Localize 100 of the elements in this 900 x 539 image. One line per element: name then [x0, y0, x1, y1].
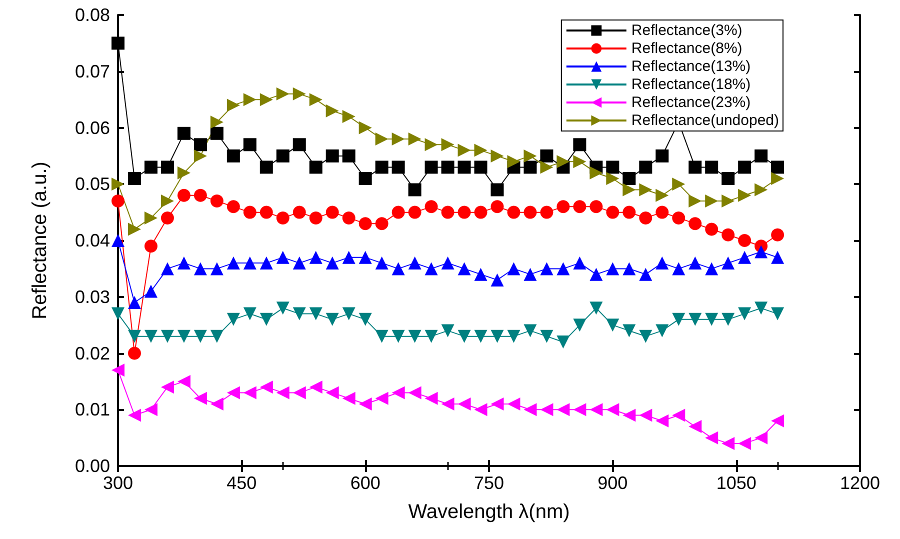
point [705, 431, 718, 444]
point [260, 380, 273, 394]
point [342, 149, 356, 162]
point [392, 206, 405, 219]
point [540, 330, 554, 343]
point [738, 160, 752, 174]
point [771, 307, 784, 320]
point [672, 211, 686, 224]
point [458, 144, 471, 157]
point [540, 149, 554, 162]
point [243, 256, 256, 270]
point [524, 403, 537, 416]
point [144, 330, 158, 343]
point [326, 206, 339, 219]
y-axis-title: Reflectance (a.u.) [29, 162, 51, 320]
point [738, 307, 752, 320]
point [656, 414, 669, 428]
point [408, 256, 422, 270]
point [490, 397, 504, 410]
point [276, 87, 290, 100]
point [112, 364, 124, 377]
point [194, 392, 207, 405]
y-tick-label: 0.03 [74, 286, 110, 307]
point [639, 330, 652, 343]
point [771, 228, 784, 242]
point [128, 296, 141, 310]
point [326, 256, 339, 270]
point [160, 380, 174, 394]
legend-label: Reflectance(8%) [631, 40, 742, 57]
x-axis-title: Wavelength λ(nm) [408, 501, 570, 523]
point [458, 206, 471, 219]
point [754, 302, 768, 315]
point [474, 330, 488, 343]
point [688, 217, 702, 230]
point [392, 132, 405, 146]
point [672, 178, 686, 191]
point [309, 250, 322, 264]
point [754, 245, 768, 258]
y-tick-label: 0.05 [74, 174, 110, 194]
point [606, 403, 620, 416]
legend-label: Reflectance(13%) [631, 58, 751, 75]
point [358, 397, 372, 410]
point [112, 194, 124, 208]
point [392, 262, 405, 276]
point [507, 262, 520, 276]
point [507, 397, 520, 410]
point [688, 312, 702, 326]
point [458, 330, 471, 343]
point [177, 374, 190, 388]
point [375, 392, 388, 405]
point [260, 256, 273, 270]
point [688, 160, 702, 174]
point [292, 206, 306, 219]
point [738, 234, 752, 247]
point [705, 312, 718, 326]
point [408, 330, 422, 343]
point [556, 403, 570, 416]
point [524, 324, 537, 338]
legend-label: Reflectance(23%) [631, 94, 751, 111]
point [490, 183, 504, 196]
y-tick-label: 0.01 [74, 400, 110, 420]
y-tick-label: 0.00 [74, 456, 110, 476]
point [160, 211, 174, 224]
point [358, 312, 372, 326]
x-tick-label: 750 [474, 473, 504, 493]
point [556, 262, 570, 276]
point [243, 386, 256, 400]
point [722, 256, 735, 270]
point [507, 330, 520, 343]
point [458, 262, 471, 276]
point [474, 144, 488, 157]
point [243, 138, 256, 152]
point [194, 138, 207, 152]
point [160, 160, 174, 174]
point [424, 138, 438, 152]
x-tick-label: 300 [102, 473, 134, 493]
point [738, 436, 752, 450]
point [606, 160, 620, 174]
point [243, 93, 256, 106]
point [226, 386, 240, 400]
point [639, 268, 652, 281]
point [326, 104, 339, 118]
point [754, 149, 768, 162]
point [243, 307, 256, 320]
point [128, 346, 141, 360]
point [326, 386, 339, 400]
point [441, 160, 454, 174]
point [342, 250, 356, 264]
point [672, 262, 686, 276]
point [177, 126, 190, 140]
point [128, 408, 141, 422]
point [771, 160, 784, 174]
point [606, 262, 620, 276]
point [705, 222, 718, 236]
point [375, 330, 388, 343]
point [590, 268, 603, 281]
point [540, 206, 554, 219]
point [375, 132, 388, 146]
point [292, 256, 306, 270]
point [606, 172, 620, 185]
